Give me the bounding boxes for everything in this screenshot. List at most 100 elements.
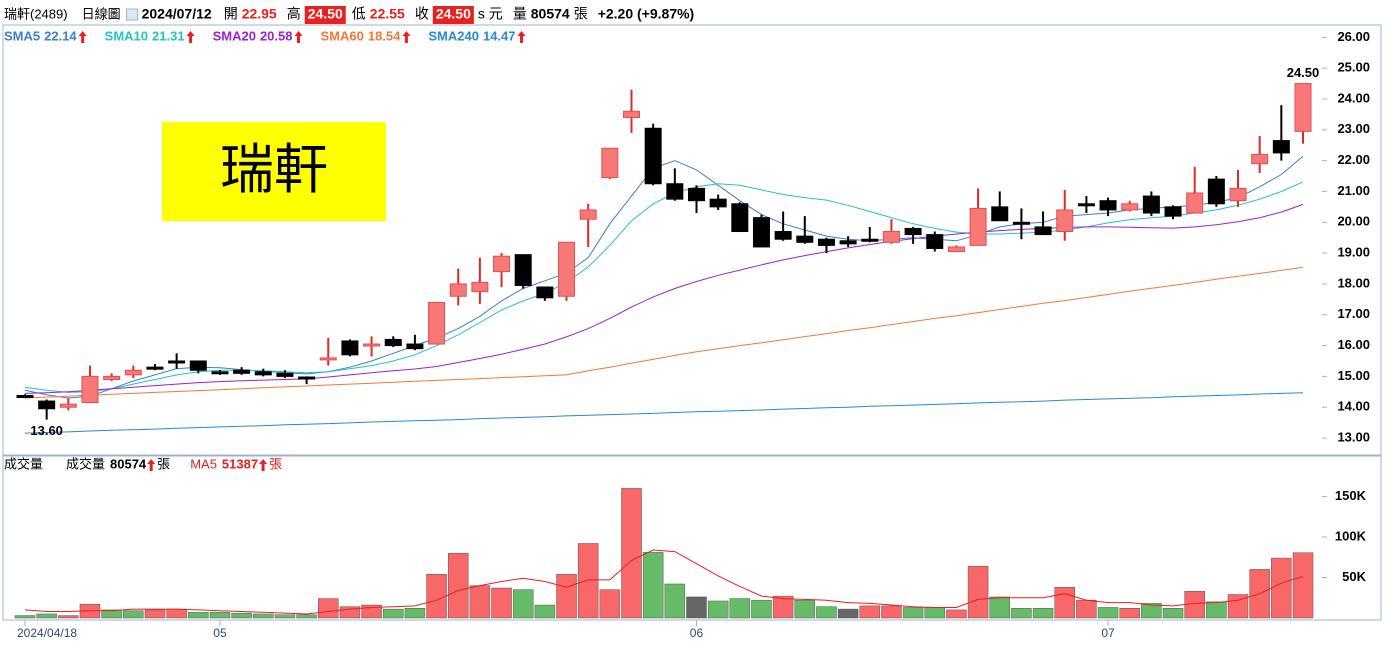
volume-bar [599,589,621,619]
volume-bar [426,574,447,619]
legend-unit: 張 [269,456,282,471]
volume-value: 80574 [531,6,570,22]
ma-line [24,203,1304,394]
candle-body [904,227,922,236]
volume-bar [967,565,989,619]
y-tick-label: 22.00 [1337,152,1370,167]
y-tick-label: 19.00 [1337,245,1370,260]
candle-body [1164,206,1182,217]
y-tick-label: 50K [1342,569,1366,584]
candle-body [211,371,229,375]
currency: s 元 [478,6,503,22]
volume-bar [664,583,686,619]
ma-line [24,266,1304,399]
volume-bar [1206,601,1227,619]
volume-bar [144,609,166,619]
volume-bar [707,600,729,619]
volume-bar [902,607,924,619]
candle-body [471,281,489,293]
close-value: 24.50 [436,6,471,22]
candle-body [1142,195,1160,214]
volume-bar [253,613,274,619]
candle-body [666,183,684,200]
volume-bar [881,605,902,619]
candle-body [1012,221,1030,225]
volume-bar [209,612,231,619]
volume-bar [1011,608,1032,619]
volume-bar [1141,603,1162,619]
low-value: 22.55 [370,6,405,22]
candle-body [926,234,944,249]
candle-body [168,360,186,364]
volume-bar [989,596,1010,619]
candle-body [839,240,857,245]
candle-body [298,376,316,380]
close-label: 收 [415,6,429,22]
candle-body [731,203,749,233]
legend-value: 18.54 [368,28,401,43]
candle-body [536,286,554,299]
y-tick-label: 25.00 [1337,60,1370,75]
up-arrow-icon [78,31,87,43]
volume-bar [1162,608,1184,619]
up-arrow-icon [186,31,195,43]
volume-bar [621,488,642,619]
candle-body [687,187,705,202]
candle-body [817,238,835,246]
y-tick-label: 24.00 [1337,90,1370,105]
volume-bar [642,552,664,619]
volume-unit: 張 [574,6,588,22]
candle-body [796,235,814,243]
volume-bar [1054,586,1075,619]
ma-line [24,155,1304,399]
candle-body [189,360,207,371]
candle-body [991,206,1009,222]
candle-body [363,343,381,347]
volume-bar [556,574,577,619]
y-tick-label: 17.00 [1337,306,1370,321]
volume-bar [469,585,491,619]
volume-bar [231,612,252,619]
high-value: 24.50 [308,6,343,22]
change: +2.20 (+9.87%) [598,6,695,22]
y-tick-label: 21.00 [1337,183,1370,198]
candle-body [59,403,77,408]
x-tick-label: 2024/04/18 [17,626,77,640]
candle-body [1186,192,1204,214]
volume-bar [1271,557,1292,619]
title-box [162,122,386,221]
candle-body [428,301,446,345]
candle-body [103,375,121,380]
candle-body [1077,203,1095,207]
y-tick-label: 150K [1335,488,1367,503]
high-label: 高 [287,6,301,22]
volume-bar [772,595,794,619]
legend-name: 成交量 [66,456,105,471]
candle-body [1272,140,1290,154]
legend-value: 14.47 [483,28,516,43]
y-tick-label: 14.00 [1337,399,1370,414]
candle-body [254,371,272,376]
candle-body [969,207,987,246]
checkbox-icon [126,8,139,21]
candle-body [146,366,164,370]
candle-body [1229,187,1247,202]
legend-value: 80574 [110,456,147,471]
up-arrow-icon [259,459,268,471]
volume-bar [1292,552,1314,619]
candle-body [493,255,511,273]
candle-body [709,198,727,208]
candle-body [774,231,792,240]
volume-bar [686,596,707,619]
candle-body [601,147,619,179]
up-arrow-icon [517,31,526,43]
x-tick-label: 07 [1101,626,1115,640]
candle-body [1099,200,1117,211]
stock-name: 瑞軒(2489) [4,6,68,21]
extreme-label: 13.60 [30,423,63,438]
volume-bar [123,610,144,619]
panel-title: 成交量 [4,456,43,471]
x-tick-label: 06 [690,626,704,640]
